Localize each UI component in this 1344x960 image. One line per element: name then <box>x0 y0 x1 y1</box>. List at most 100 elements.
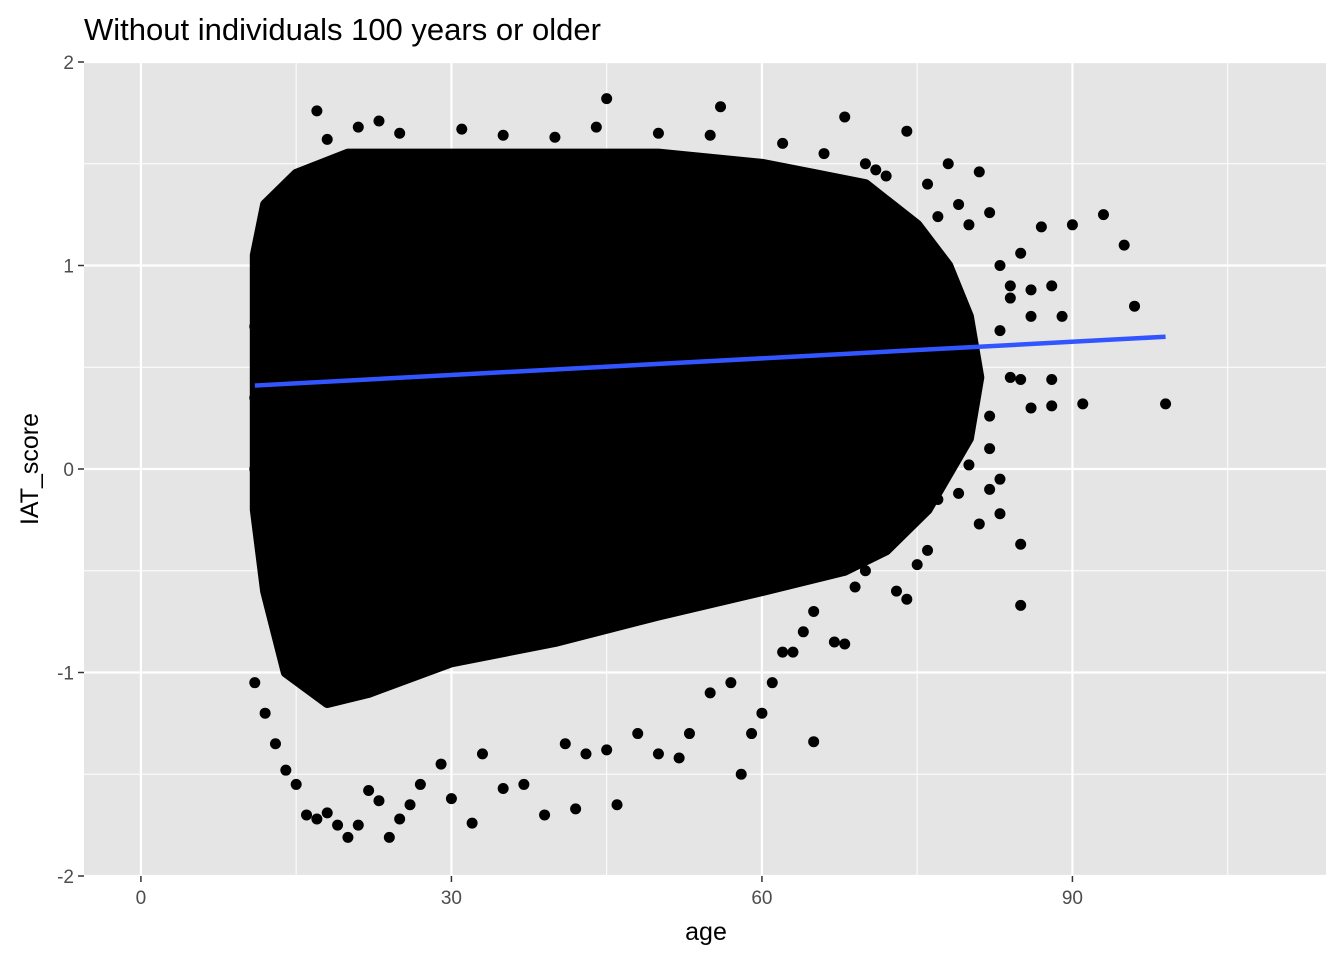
data-point <box>1046 373 1058 385</box>
data-point <box>580 748 592 760</box>
data-point <box>363 785 375 797</box>
y-tick-label: -2 <box>57 867 74 888</box>
data-point <box>1004 292 1016 304</box>
data-point <box>352 121 364 133</box>
data-point <box>404 799 416 811</box>
data-point <box>973 518 985 530</box>
data-point <box>994 473 1006 485</box>
data-point <box>756 707 768 719</box>
data-point <box>994 260 1006 271</box>
data-point <box>611 799 623 811</box>
data-point <box>746 728 758 740</box>
data-point <box>249 463 261 475</box>
data-point <box>559 738 571 750</box>
chart-title: Without individuals 100 years or older <box>84 12 601 47</box>
data-point <box>280 764 292 776</box>
data-point <box>1004 280 1016 292</box>
data-point <box>549 131 561 143</box>
data-point <box>249 321 261 333</box>
data-point <box>445 793 457 805</box>
data-point <box>890 585 902 597</box>
data-point <box>321 807 333 819</box>
data-point <box>269 738 281 750</box>
data-point <box>290 778 302 790</box>
data-point <box>249 392 261 404</box>
data-point <box>1015 599 1027 611</box>
data-point <box>880 170 892 182</box>
data-point <box>352 819 364 831</box>
y-tick-label: 0 <box>63 460 74 481</box>
data-point <box>373 115 385 127</box>
data-point <box>321 133 333 145</box>
data-point <box>953 487 965 499</box>
data-point <box>466 817 478 829</box>
data-point <box>311 105 323 117</box>
data-point <box>839 638 851 650</box>
data-point <box>632 728 644 740</box>
data-point <box>725 677 737 689</box>
data-point <box>1129 300 1141 312</box>
data-point <box>1015 538 1027 550</box>
data-point <box>1097 209 1109 221</box>
data-point <box>787 646 799 658</box>
data-point <box>870 164 882 176</box>
data-point <box>963 459 975 471</box>
data-point <box>1025 284 1037 296</box>
data-points <box>249 93 1172 843</box>
data-point <box>601 744 613 756</box>
data-point <box>994 325 1006 337</box>
x-tick-label: 30 <box>441 888 462 909</box>
data-point <box>839 111 851 123</box>
data-point <box>953 198 965 210</box>
data-point <box>984 207 996 219</box>
data-point <box>828 636 840 648</box>
data-point <box>1025 310 1037 322</box>
data-point <box>942 449 954 461</box>
data-point <box>683 728 695 740</box>
y-tick-label: -1 <box>57 664 74 685</box>
data-point <box>249 677 261 689</box>
dense-point-cloud <box>249 148 985 708</box>
data-point <box>497 129 509 141</box>
data-point <box>932 211 944 223</box>
data-point <box>476 748 488 760</box>
trend-line <box>254 334 1166 388</box>
data-point <box>808 605 820 617</box>
data-point <box>859 158 871 170</box>
data-point <box>1056 310 1068 322</box>
data-point <box>590 121 602 133</box>
data-point <box>539 809 551 821</box>
data-point <box>414 778 426 790</box>
data-point <box>518 778 530 790</box>
data-point <box>735 768 747 780</box>
x-axis-title: age <box>685 918 727 946</box>
data-point <box>922 544 934 556</box>
data-point <box>766 677 778 689</box>
data-point <box>704 129 716 141</box>
data-point <box>259 555 271 567</box>
data-point <box>984 410 996 422</box>
data-point <box>849 581 861 593</box>
data-point <box>994 508 1006 520</box>
data-point <box>932 494 944 506</box>
trend-line-group <box>254 334 1166 388</box>
data-point <box>973 166 985 178</box>
data-point <box>922 178 934 190</box>
data-point <box>715 101 727 113</box>
data-point <box>332 819 344 831</box>
data-point <box>984 483 996 495</box>
data-point <box>373 795 385 807</box>
y-tick-label: 1 <box>63 257 74 278</box>
point-cloud <box>249 148 985 708</box>
data-point <box>1118 239 1130 251</box>
data-point <box>901 125 913 137</box>
x-tick-label: 0 <box>136 888 147 909</box>
data-point <box>652 748 664 760</box>
data-point <box>301 809 313 821</box>
data-point <box>1035 221 1047 233</box>
data-point <box>1066 219 1078 231</box>
x-axis-ticks: 0 30 60 90 <box>136 876 1083 909</box>
data-point <box>808 736 820 748</box>
data-point <box>901 593 913 605</box>
